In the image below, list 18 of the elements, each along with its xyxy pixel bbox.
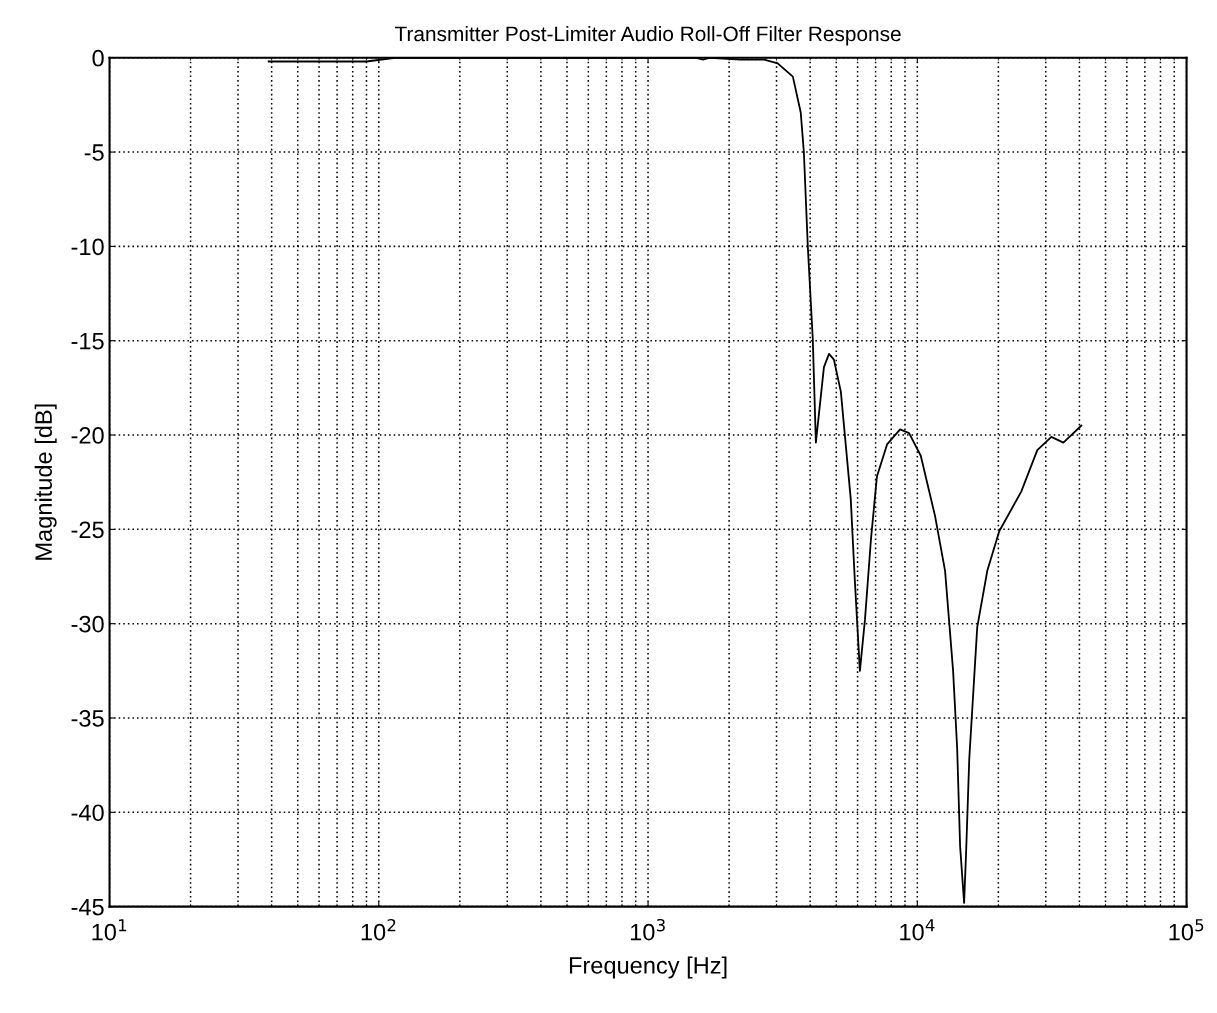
y-tick-label: -30 bbox=[71, 615, 104, 633]
x-tick-label: 10$^{5}$ bbox=[1169, 919, 1204, 941]
x-tick-label: 10$^{1}$ bbox=[92, 919, 127, 941]
y-tick-label: 0 bbox=[92, 49, 104, 67]
x-axis-title: Frequency [Hz] bbox=[569, 956, 727, 979]
y-tick-label: -25 bbox=[71, 521, 104, 539]
chart-title: Transmitter Post-Limiter Audio Roll-Off Filter Response bbox=[394, 25, 901, 46]
x-tick-label: 10$^{2}$ bbox=[361, 918, 396, 941]
y-tick-label: -15 bbox=[71, 333, 104, 350]
y-tick-label: -10 bbox=[71, 238, 104, 256]
y-tick-label: -45 bbox=[71, 898, 104, 916]
y-tick-label: -20 bbox=[71, 427, 104, 444]
y-tick-label: -35 bbox=[71, 710, 104, 727]
x-tick-label: 10$^{3}$ bbox=[630, 918, 665, 941]
y-tick-label: -5 bbox=[84, 144, 104, 161]
y-tick-label: -40 bbox=[71, 804, 104, 822]
x-tick-label: 10$^{4}$ bbox=[900, 919, 935, 941]
y-axis-title: Magnitude [dB] bbox=[34, 404, 57, 560]
